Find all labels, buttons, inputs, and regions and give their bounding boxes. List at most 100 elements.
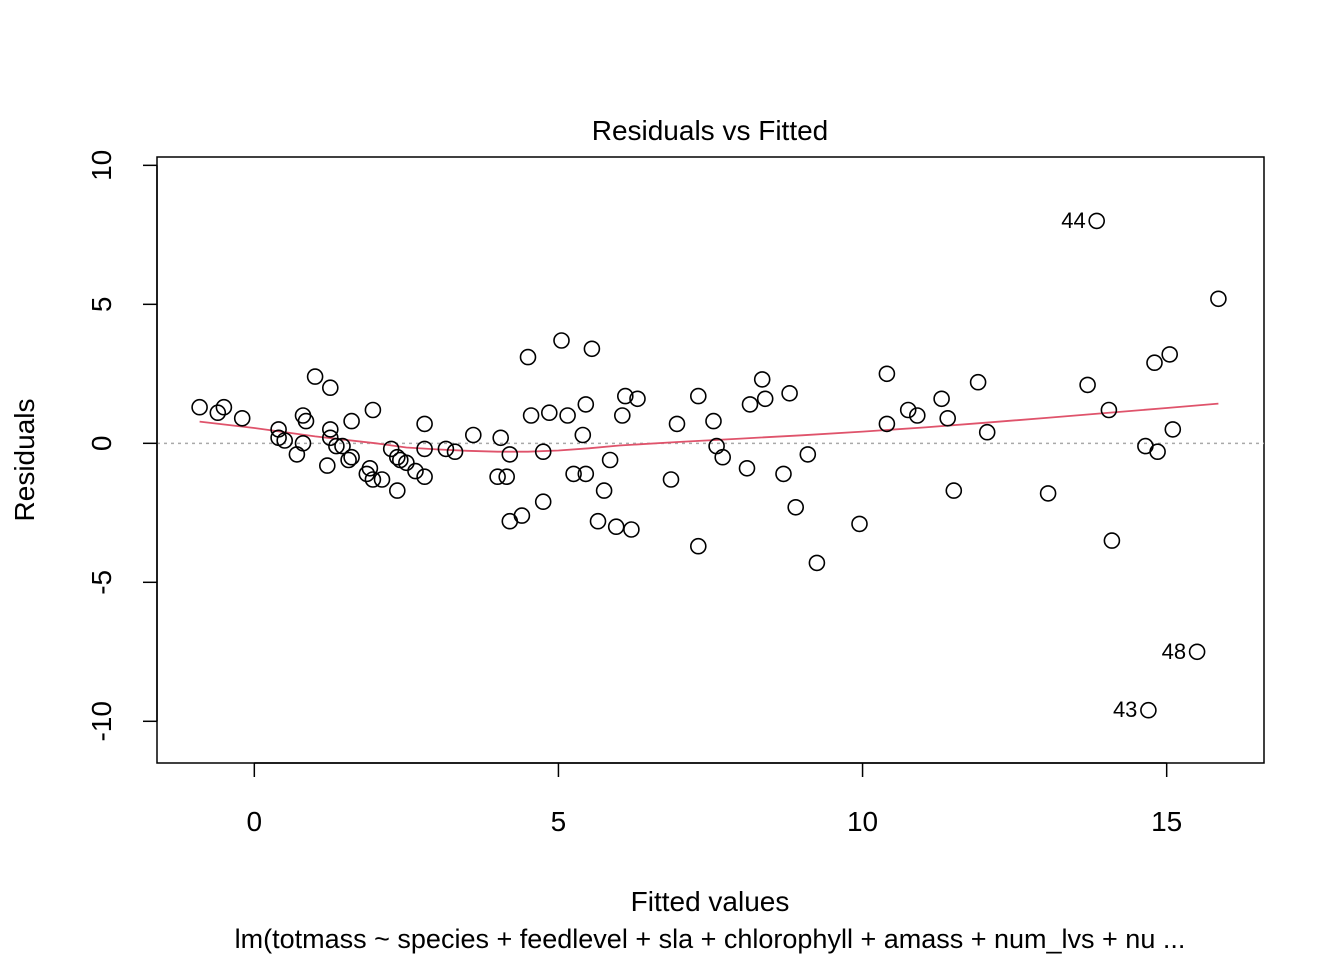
smooth-layer [199,402,1219,453]
data-point [364,401,382,419]
y-tick-label: 10 [86,150,117,181]
data-point [899,401,917,419]
data-point [969,373,987,391]
data-point [799,446,817,463]
data-point [1140,701,1157,719]
data-point [741,396,759,413]
data-point [1103,532,1121,549]
data-point [233,409,251,427]
data-point [553,332,570,349]
data-point [321,421,339,438]
data-point [343,412,360,430]
data-point [978,423,996,441]
data-point [407,462,424,480]
data-point [851,515,868,533]
data-point [446,443,464,461]
data-point [501,446,519,463]
data-point [705,412,722,430]
data-point [321,379,339,397]
data-point [908,407,926,424]
data-point [753,371,771,388]
data-point [738,459,756,477]
data-point [629,390,646,408]
data-point [616,387,634,405]
y-tick-label: -10 [86,701,117,741]
data-point [522,407,540,424]
x-axis: 0 5 10 15 [247,762,1182,837]
data-point [464,426,482,444]
data-point [534,443,552,461]
data-point [878,365,896,383]
data-point [808,554,826,572]
data-point [1161,346,1178,363]
data-point [933,390,950,408]
points-layer [191,212,1227,719]
data-point [589,512,607,530]
data-point [361,459,379,477]
data-point [689,387,707,405]
data-point [559,407,576,424]
data-point [714,448,732,466]
data-point [288,446,306,463]
point-label: 43 [1113,697,1137,722]
data-point [191,398,208,416]
data-point [1088,212,1105,230]
data-point [209,404,227,422]
data-point [945,482,963,499]
data-point [328,437,345,455]
data-point [321,429,339,447]
data-point [595,482,613,499]
data-point [416,468,433,486]
data-point [623,521,640,538]
data-point [1039,485,1057,502]
y-tick-label: 5 [86,297,117,313]
data-point [416,415,433,433]
data-point [437,440,455,458]
model-formula-subtitle: lm(totmass ~ species + feedlevel + sla +… [235,924,1186,954]
data-point [498,468,516,486]
smooth-line [199,402,1219,453]
data-point [373,471,391,488]
y-axis-label: Residuals [9,399,40,522]
data-point [416,440,433,458]
data-point [1210,290,1227,308]
data-point [398,454,415,472]
data-point [343,448,360,466]
data-point [756,390,774,408]
data-point [613,407,631,424]
data-point [689,537,707,555]
data-point [668,415,686,433]
data-point [583,340,601,358]
y-tick-label: -5 [86,570,117,595]
data-point [1146,354,1163,372]
data-point [607,518,625,536]
data-point [519,348,537,366]
data-point [297,412,315,430]
y-axis: -10 -5 0 5 10 [86,150,158,742]
data-point [334,437,351,455]
data-point [787,498,805,516]
data-point [662,471,680,488]
x-tick-label: 5 [551,806,567,837]
data-point [534,493,552,511]
data-point [1079,376,1096,394]
data-point [388,482,406,499]
x-axis-label: Fitted values [631,886,790,917]
data-point [489,468,506,486]
data-point [540,404,558,422]
data-point [492,429,510,447]
x-tick-label: 0 [247,806,263,837]
point-label: 48 [1162,639,1186,664]
data-point [577,396,595,413]
annotations-layer: 44 48 43 [1061,208,1186,722]
data-point [939,409,957,427]
data-point [382,440,400,458]
data-point [878,415,896,433]
y-tick-label: 0 [86,436,117,452]
data-point [1188,643,1206,661]
data-point [340,451,357,469]
x-tick-label: 15 [1151,806,1182,837]
data-point [1164,421,1182,438]
data-point [577,465,595,483]
